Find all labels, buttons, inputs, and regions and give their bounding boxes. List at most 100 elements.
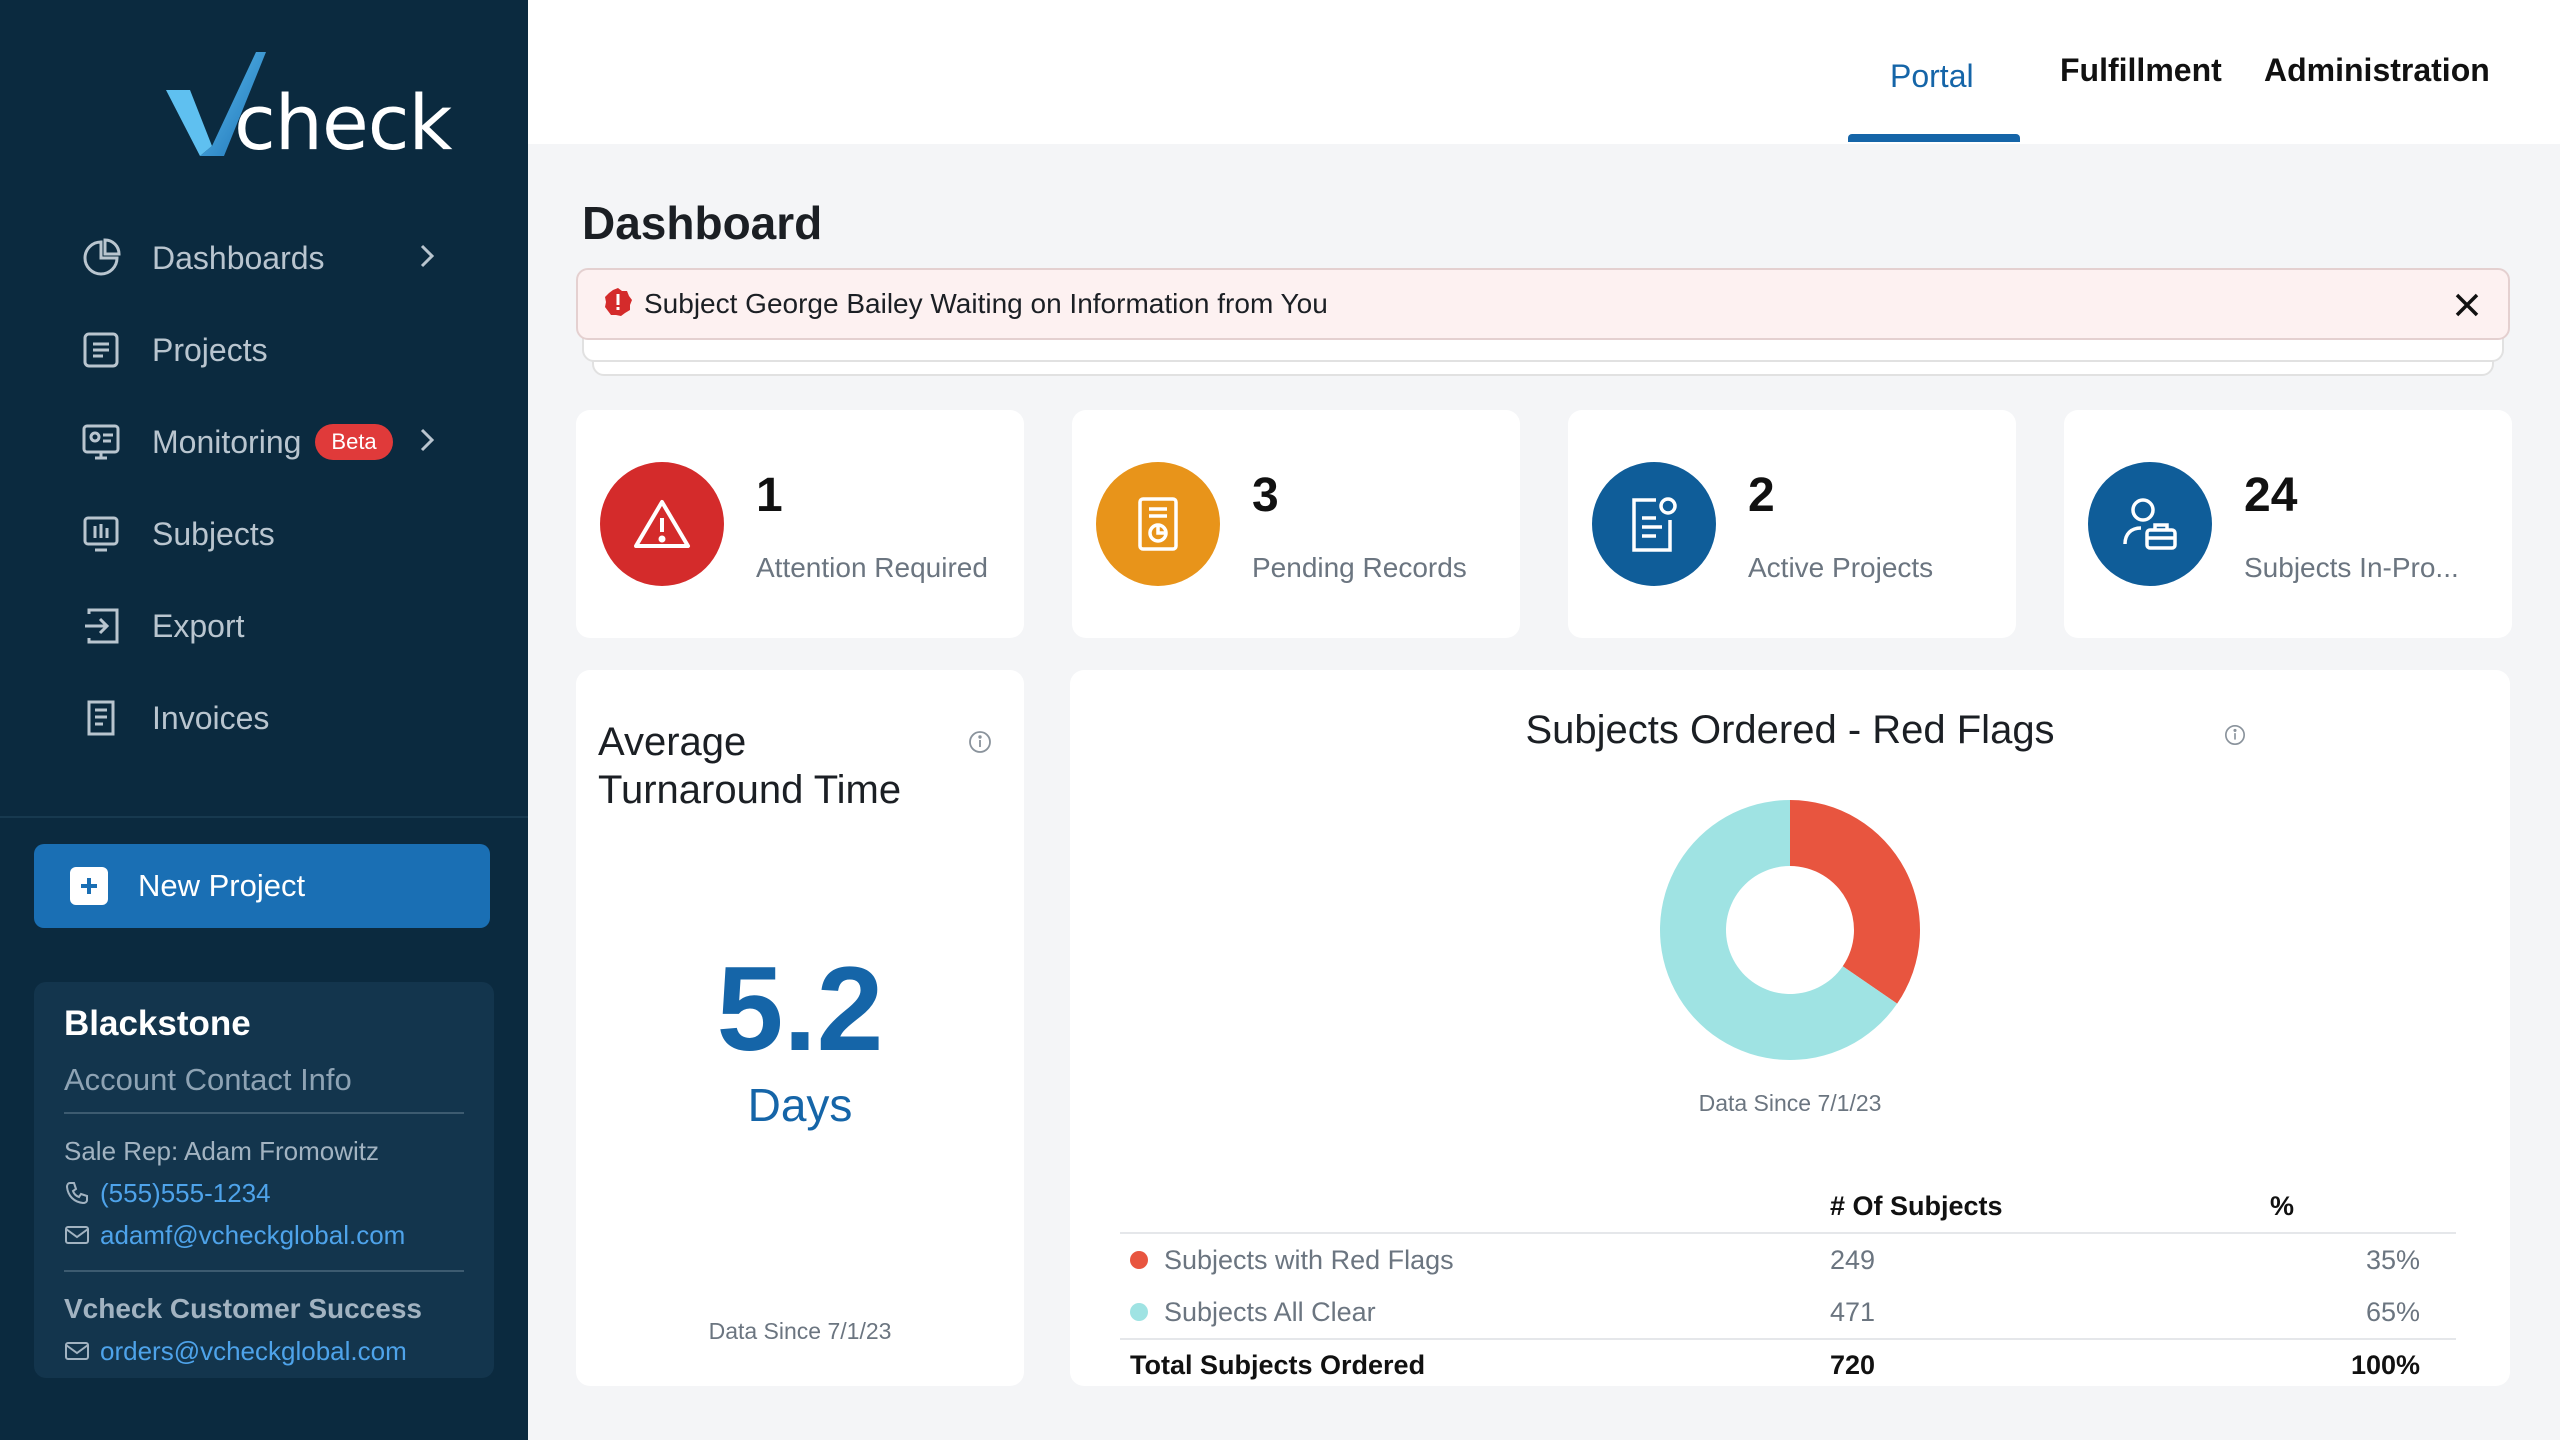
account-subtitle: Account Contact Info bbox=[64, 1062, 352, 1097]
sidebar-item-projects[interactable]: Projects bbox=[78, 304, 478, 396]
red-flags-card: Subjects Ordered - Red Flags Data Since … bbox=[1070, 670, 2510, 1386]
table-header: # Of Subjects % bbox=[1120, 1180, 2456, 1234]
customer-success-email[interactable]: orders@vcheckglobal.com bbox=[64, 1330, 464, 1372]
subjects-icon bbox=[78, 511, 124, 557]
cs-email-link[interactable]: orders@vcheckglobal.com bbox=[100, 1335, 407, 1366]
legend-dot-teal bbox=[1130, 1303, 1148, 1321]
sidebar-item-subjects[interactable]: Subjects bbox=[78, 488, 478, 580]
chart-title: Subjects Ordered - Red Flags bbox=[1525, 708, 2055, 752]
invoice-icon bbox=[78, 695, 124, 741]
total-percent: 100% bbox=[2350, 1349, 2420, 1380]
phone-link[interactable]: (555)555-1234 bbox=[100, 1177, 271, 1208]
alert-banner[interactable]: Subject George Bailey Waiting on Informa… bbox=[576, 268, 2510, 340]
logo-v-mark bbox=[166, 52, 266, 156]
phone-icon bbox=[65, 1182, 88, 1205]
col-header-subjects: # Of Subjects bbox=[1830, 1190, 2003, 1221]
sidebar-item-label: Export bbox=[152, 607, 245, 644]
stat-value: 3 bbox=[1252, 469, 1279, 522]
donut-slice-1[interactable] bbox=[1660, 800, 1898, 1060]
turnaround-title: Average Turnaround Time bbox=[598, 720, 902, 812]
row-label-cell: Subjects with Red Flags bbox=[1130, 1245, 1454, 1276]
beta-badge: Beta bbox=[315, 424, 393, 460]
mail-icon bbox=[65, 1342, 89, 1360]
alert-icon bbox=[602, 286, 634, 323]
sale-rep-email[interactable]: adamf@vcheckglobal.com bbox=[64, 1214, 464, 1256]
row-percent: 65% bbox=[2365, 1296, 2420, 1327]
row-label-cell: Subjects All Clear bbox=[1130, 1297, 1376, 1328]
sale-rep: Sale Rep: Adam Fromowitz bbox=[64, 1135, 380, 1166]
account-name: Blackstone bbox=[64, 1004, 251, 1043]
active-tab-indicator bbox=[1848, 134, 2020, 142]
stat-card-active-projects[interactable]: 2 Active Projects bbox=[1568, 410, 2016, 638]
turnaround-unit: Days bbox=[747, 1079, 853, 1131]
chart-since: Data Since 7/1/23 bbox=[1698, 1090, 1882, 1116]
sidebar-nav: Dashboards Projects Monitoring Beta Subj… bbox=[78, 212, 478, 764]
mail-icon bbox=[65, 1226, 89, 1244]
sidebar-item-export[interactable]: Export bbox=[78, 580, 478, 672]
sidebar-item-dashboards[interactable]: Dashboards bbox=[78, 212, 478, 304]
turnaround-since: Data Since 7/1/23 bbox=[708, 1318, 892, 1344]
row-label: Subjects with Red Flags bbox=[1164, 1244, 1454, 1275]
average-turnaround-card: Average Turnaround Time 5.2 Days Data Si… bbox=[576, 670, 1024, 1386]
new-project-button[interactable]: New Project bbox=[34, 844, 490, 928]
total-count: 720 bbox=[1830, 1349, 1876, 1380]
logo-text: check bbox=[234, 78, 453, 167]
stat-value: 24 bbox=[2244, 469, 2298, 522]
alert-text: Subject George Bailey Waiting on Informa… bbox=[644, 288, 1328, 319]
vcheck-logo[interactable]: check bbox=[160, 48, 460, 168]
clipboard-icon bbox=[1592, 462, 1716, 586]
tab-portal[interactable]: Portal bbox=[1890, 58, 1974, 94]
account-contact-card: Blackstone Account Contact Info Sale Rep… bbox=[34, 982, 494, 1378]
legend-dot-red bbox=[1130, 1251, 1148, 1269]
turnaround-value: 5.2 bbox=[716, 942, 884, 1076]
record-icon bbox=[1096, 462, 1220, 586]
info-icon[interactable] bbox=[968, 730, 992, 759]
email-link[interactable]: adamf@vcheckglobal.com bbox=[100, 1219, 406, 1250]
sidebar-item-label: Projects bbox=[152, 331, 268, 368]
list-icon bbox=[78, 327, 124, 373]
stat-card-subjects-in-progress[interactable]: 24 Subjects In-Pro... bbox=[2064, 410, 2512, 638]
warning-icon bbox=[600, 462, 724, 586]
sidebar-item-label: Invoices bbox=[152, 699, 270, 736]
total-label: Total Subjects Ordered bbox=[1130, 1349, 1426, 1380]
stat-label: Subjects In-Pro... bbox=[2244, 552, 2459, 583]
export-icon bbox=[78, 603, 124, 649]
sidebar-divider bbox=[0, 816, 528, 818]
sale-rep-phone[interactable]: (555)555-1234 bbox=[64, 1172, 464, 1214]
monitor-icon bbox=[78, 419, 124, 465]
plus-icon bbox=[70, 867, 108, 905]
close-icon[interactable] bbox=[2452, 290, 2482, 325]
pie-chart-icon bbox=[78, 235, 124, 281]
donut-chart bbox=[1660, 800, 1920, 1060]
row-label: Subjects All Clear bbox=[1164, 1296, 1376, 1327]
chevron-right-icon bbox=[420, 428, 435, 452]
page-title: Dashboard bbox=[582, 197, 823, 249]
table-total-row: Total Subjects Ordered 720 100% bbox=[1120, 1338, 2456, 1390]
info-icon[interactable] bbox=[2224, 724, 2246, 751]
new-project-label: New Project bbox=[138, 868, 306, 903]
sidebar-item-label: Subjects bbox=[152, 515, 275, 552]
account-divider bbox=[64, 1270, 464, 1272]
stat-value: 2 bbox=[1748, 469, 1775, 522]
stat-card-attention-required[interactable]: 1 Attention Required bbox=[576, 410, 1024, 638]
stat-label: Attention Required bbox=[756, 552, 988, 583]
stat-label: Active Projects bbox=[1748, 552, 1934, 583]
donut-slice-0[interactable] bbox=[1790, 800, 1920, 1004]
top-nav-bar: Portal Fulfillment Administration bbox=[528, 0, 2560, 144]
table-row[interactable]: Subjects with Red Flags 249 35% bbox=[1120, 1234, 2456, 1286]
person-briefcase-icon bbox=[2088, 462, 2212, 586]
stat-value: 1 bbox=[756, 469, 783, 522]
sidebar: check Dashboards Projects Monitoring Bet… bbox=[0, 0, 528, 1440]
tab-administration[interactable]: Administration bbox=[2264, 52, 2490, 88]
row-count: 471 bbox=[1830, 1296, 1876, 1327]
sidebar-item-monitoring[interactable]: Monitoring Beta bbox=[78, 396, 478, 488]
stat-card-pending-records[interactable]: 3 Pending Records bbox=[1072, 410, 1520, 638]
row-count: 249 bbox=[1830, 1244, 1876, 1275]
table-row[interactable]: Subjects All Clear 471 65% bbox=[1120, 1286, 2456, 1338]
tab-fulfillment[interactable]: Fulfillment bbox=[2060, 52, 2222, 88]
red-flags-table: # Of Subjects % Subjects with Red Flags … bbox=[1120, 1180, 2456, 1390]
account-divider bbox=[64, 1112, 464, 1114]
sidebar-item-label: Monitoring bbox=[152, 423, 302, 460]
sidebar-item-invoices[interactable]: Invoices bbox=[78, 672, 478, 764]
stat-label: Pending Records bbox=[1252, 552, 1467, 583]
